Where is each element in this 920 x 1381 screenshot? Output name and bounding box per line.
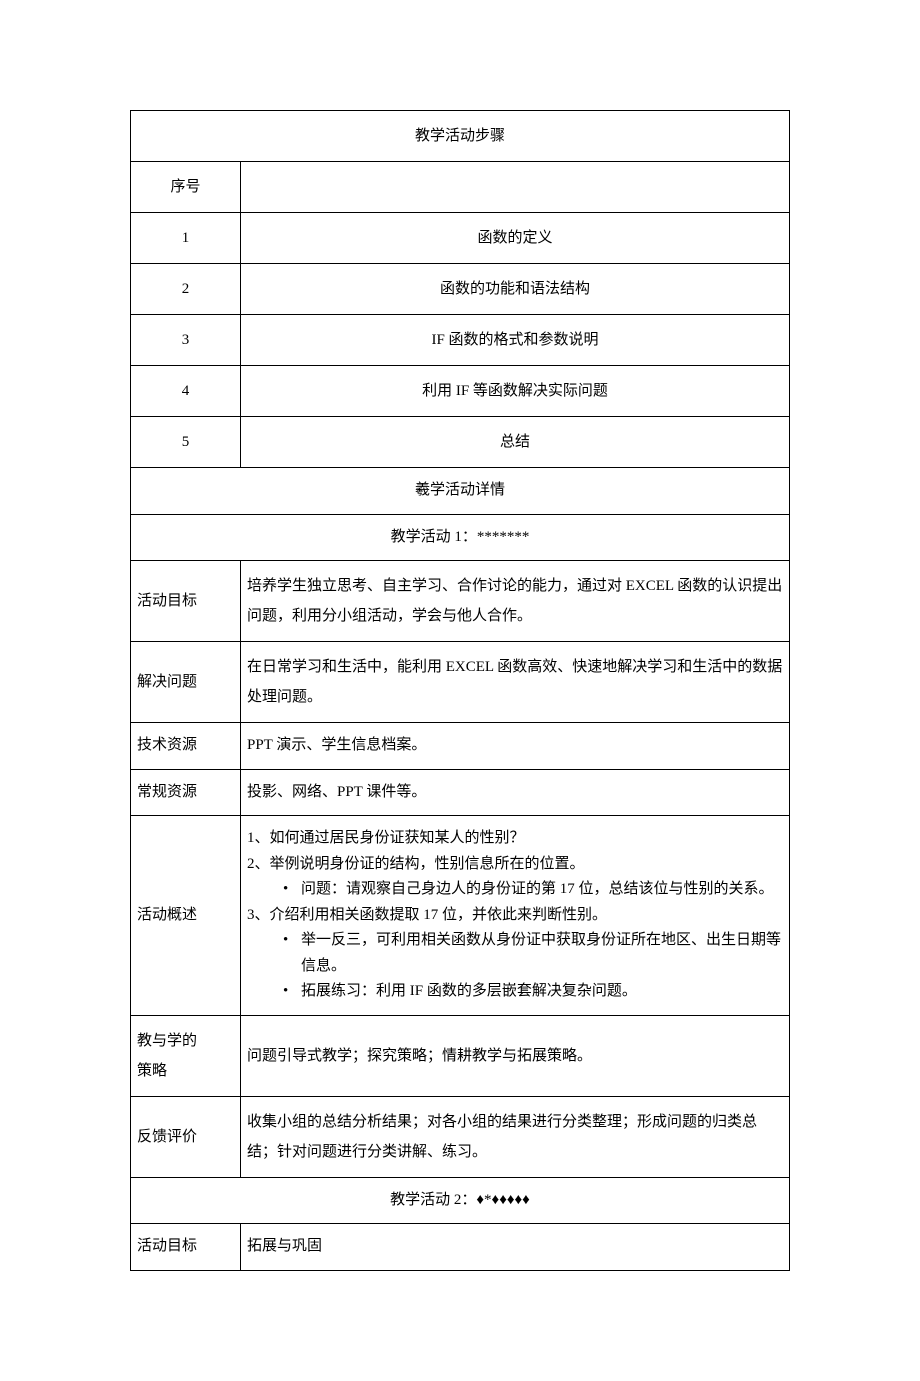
label-tech: 技术资源: [131, 723, 241, 770]
step-title: 函数的功能和语法结构: [241, 264, 790, 315]
label-feedback: 反馈评价: [131, 1096, 241, 1177]
seq-label: 序号: [131, 162, 241, 213]
label-goal: 活动目标: [131, 561, 241, 642]
a1-feedback: 收集小组的总结分析结果；对各小组的结果进行分类整理；形成问题的归类总结；针对问题…: [241, 1096, 790, 1177]
step-title: IF 函数的格式和参数说明: [241, 315, 790, 366]
a2-goal: 拓展与巩固: [241, 1224, 790, 1271]
step-num: 4: [131, 366, 241, 417]
overview-line: 3、介绍利用相关函数提取 17 位，并依此来判断性别。: [247, 903, 783, 929]
lesson-plan-table: 教学活动步骤 序号 1 函数的定义 2 函数的功能和语法结构 3 IF 函数的格…: [130, 110, 790, 1271]
overview-bullet: 问题：请观察自己身边人的身份证的第 17 位，总结该位与性别的关系。: [280, 877, 783, 903]
a1-regular: 投影、网络、PPT 课件等。: [241, 769, 790, 816]
overview-bullet: 拓展练习：利用 IF 函数的多层嵌套解决复杂问题。: [280, 979, 783, 1005]
a1-problem: 在日常学习和生活中，能利用 EXCEL 函数高效、快速地解决学习和生活中的数据处…: [241, 642, 790, 723]
seq-blank: [241, 162, 790, 213]
a1-tech: PPT 演示、学生信息档案。: [241, 723, 790, 770]
activity2-header: 教学活动 2：♦*♦♦♦♦♦: [131, 1177, 790, 1224]
label-strategy-line2: 策略: [137, 1063, 167, 1079]
a1-overview: 1、如何通过居民身份证获知某人的性别？ 2、举例说明身份证的结构，性别信息所在的…: [241, 816, 790, 1016]
overview-line: 1、如何通过居民身份证获知某人的性别？: [247, 826, 783, 852]
label-regular: 常规资源: [131, 769, 241, 816]
step-num: 3: [131, 315, 241, 366]
step-title: 函数的定义: [241, 213, 790, 264]
label-overview: 活动概述: [131, 816, 241, 1016]
a1-strategy: 问题引导式教学；探究策略；情耕教学与拓展策略。: [241, 1015, 790, 1096]
overview-bullet: 举一反三，可利用相关函数从身份证中获取身份证所在地区、出生日期等信息。: [280, 928, 783, 979]
step-num: 5: [131, 417, 241, 468]
label-goal-2: 活动目标: [131, 1224, 241, 1271]
step-title: 总结: [241, 417, 790, 468]
step-num: 1: [131, 213, 241, 264]
details-header: 羲学活动详情: [131, 468, 790, 515]
a1-goal: 培养学生独立思考、自主学习、合作讨论的能力，通过对 EXCEL 函数的认识提出问…: [241, 561, 790, 642]
overview-line: 2、举例说明身份证的结构，性别信息所在的位置。: [247, 852, 783, 878]
step-title: 利用 IF 等函数解决实际问题: [241, 366, 790, 417]
steps-header: 教学活动步骤: [131, 111, 790, 162]
step-num: 2: [131, 264, 241, 315]
label-strategy-line1: 教与学的: [137, 1033, 197, 1049]
label-strategy: 教与学的 策略: [131, 1015, 241, 1096]
label-problem: 解决问题: [131, 642, 241, 723]
activity1-header: 教学活动 1：*******: [131, 514, 790, 561]
